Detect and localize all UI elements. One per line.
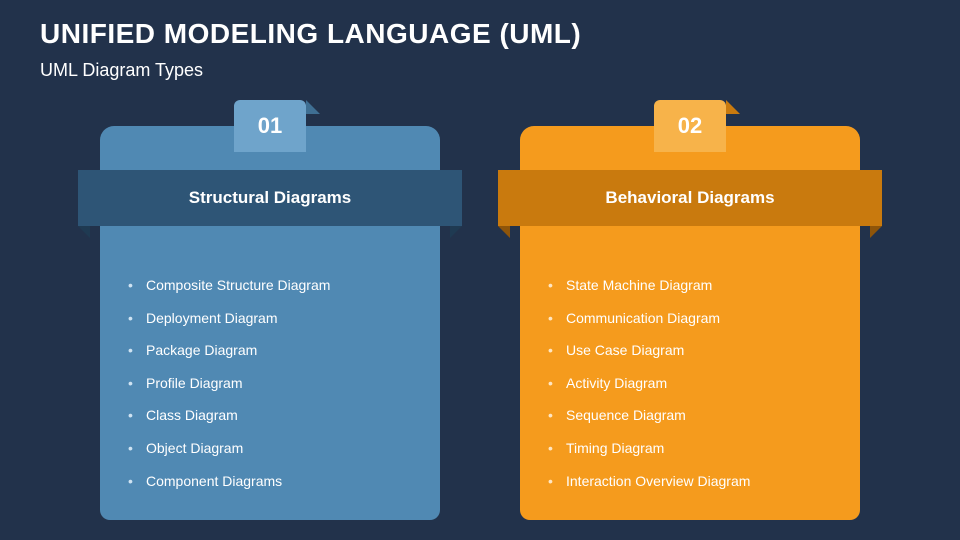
card-title-banner: Structural Diagrams bbox=[78, 170, 462, 226]
list-item: Sequence Diagram bbox=[548, 406, 832, 426]
list-item: Composite Structure Diagram bbox=[128, 276, 412, 296]
list-item: Profile Diagram bbox=[128, 374, 412, 394]
list-item: Deployment Diagram bbox=[128, 309, 412, 329]
card-list: Composite Structure Diagram Deployment Di… bbox=[128, 276, 412, 491]
tab-fold-icon bbox=[306, 100, 320, 114]
list-item: Interaction Overview Diagram bbox=[548, 472, 832, 492]
list-item: Object Diagram bbox=[128, 439, 412, 459]
card-2: State Machine Diagram Communication Diagr… bbox=[510, 100, 870, 520]
list-item: Use Case Diagram bbox=[548, 341, 832, 361]
list-item: Package Diagram bbox=[128, 341, 412, 361]
list-item: State Machine Diagram bbox=[548, 276, 832, 296]
banner-fold-left-icon bbox=[78, 226, 90, 238]
list-item: Component Diagrams bbox=[128, 472, 412, 492]
card-title-banner: Behavioral Diagrams bbox=[498, 170, 882, 226]
banner-fold-right-icon bbox=[870, 226, 882, 238]
tab-fold-icon bbox=[726, 100, 740, 114]
cards-container: Composite Structure Diagram Deployment Di… bbox=[0, 100, 960, 520]
card-list: State Machine Diagram Communication Diagr… bbox=[548, 276, 832, 491]
list-item: Activity Diagram bbox=[548, 374, 832, 394]
list-item: Class Diagram bbox=[128, 406, 412, 426]
page-subtitle: UML Diagram Types bbox=[40, 60, 203, 81]
card-1: Composite Structure Diagram Deployment Di… bbox=[90, 100, 450, 520]
list-item: Timing Diagram bbox=[548, 439, 832, 459]
card-number-tab: 02 bbox=[654, 100, 726, 152]
card-number-tab: 01 bbox=[234, 100, 306, 152]
page-title: UNIFIED MODELING LANGUAGE (UML) bbox=[40, 18, 581, 50]
list-item: Communication Diagram bbox=[548, 309, 832, 329]
banner-fold-right-icon bbox=[450, 226, 462, 238]
banner-fold-left-icon bbox=[498, 226, 510, 238]
